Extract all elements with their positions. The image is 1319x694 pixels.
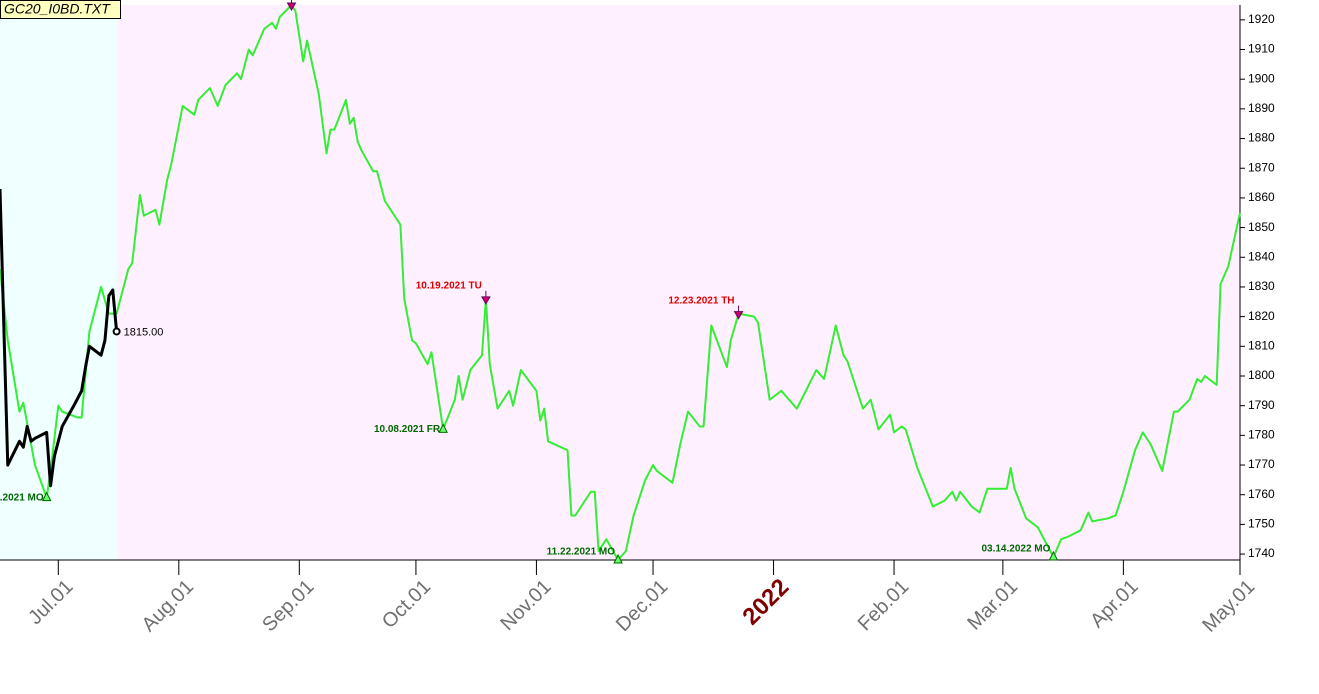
y-tick-label: 1890 <box>1248 101 1275 115</box>
low-marker <box>613 553 623 564</box>
x-tick-label: May.01 <box>1198 576 1259 637</box>
last-price-marker <box>112 327 121 336</box>
history-background <box>0 5 117 560</box>
low-label: 06.28.2021 MO <box>0 492 44 503</box>
high-marker <box>286 0 297 12</box>
y-tick-label: 1870 <box>1248 160 1275 174</box>
y-tick-label: 1910 <box>1248 42 1275 56</box>
y-tick-label: 1780 <box>1248 428 1275 442</box>
last-price-label: 1815.00 <box>124 326 164 338</box>
low-marker <box>1048 550 1059 561</box>
high-marker <box>481 290 491 305</box>
low-marker <box>438 423 448 433</box>
chart-title: GC20_I0BD.TXT <box>4 1 111 17</box>
y-tick-label: 1770 <box>1248 457 1275 471</box>
x-tick-label: Mar.01 <box>963 576 1022 635</box>
title-box <box>0 0 121 19</box>
low-label: 11.22.2021 MO <box>547 547 616 558</box>
high-marker <box>733 305 744 320</box>
low-label: 10.08.2021 FR <box>374 424 441 435</box>
x-tick-label: 2022 <box>737 574 794 631</box>
y-tick-label: 1860 <box>1248 190 1275 204</box>
y-tick-label: 1920 <box>1248 12 1275 26</box>
x-tick-label: Jul.01 <box>24 576 77 629</box>
price-line <box>0 188 119 488</box>
y-tick-label: 1750 <box>1248 517 1275 531</box>
y-tick-label: 1790 <box>1248 398 1275 412</box>
y-tick-label: 1900 <box>1248 71 1275 85</box>
y-tick-label: 1880 <box>1248 131 1275 145</box>
high-label: 12.23.2021 TH <box>668 295 734 306</box>
y-tick-label: 1800 <box>1248 368 1275 382</box>
plot-background <box>0 5 1240 560</box>
y-tick-label: 1760 <box>1248 487 1275 501</box>
y-tick-label: 1850 <box>1248 220 1275 234</box>
y-tick-label: 1840 <box>1248 249 1275 263</box>
x-tick-label: Dec.01 <box>612 576 672 636</box>
price-line <box>0 4 1241 561</box>
x-tick-label: Oct.01 <box>378 576 435 633</box>
x-tick-label: Apr.01 <box>1086 576 1142 632</box>
x-tick-label: Feb.01 <box>854 576 914 636</box>
x-tick-label: Aug.01 <box>138 576 198 636</box>
y-tick-label: 1810 <box>1248 338 1275 352</box>
x-tick-label: Nov.01 <box>496 576 555 635</box>
y-tick-label: 1740 <box>1248 546 1275 560</box>
x-tick-label: Sep.01 <box>258 576 318 636</box>
y-tick-label: 1830 <box>1248 279 1275 293</box>
y-tick-label: 1820 <box>1248 309 1275 323</box>
high-label: 10.19.2021 TU <box>416 280 482 291</box>
low-marker <box>41 491 52 502</box>
low-label: 03.14.2022 MO <box>981 544 1050 555</box>
